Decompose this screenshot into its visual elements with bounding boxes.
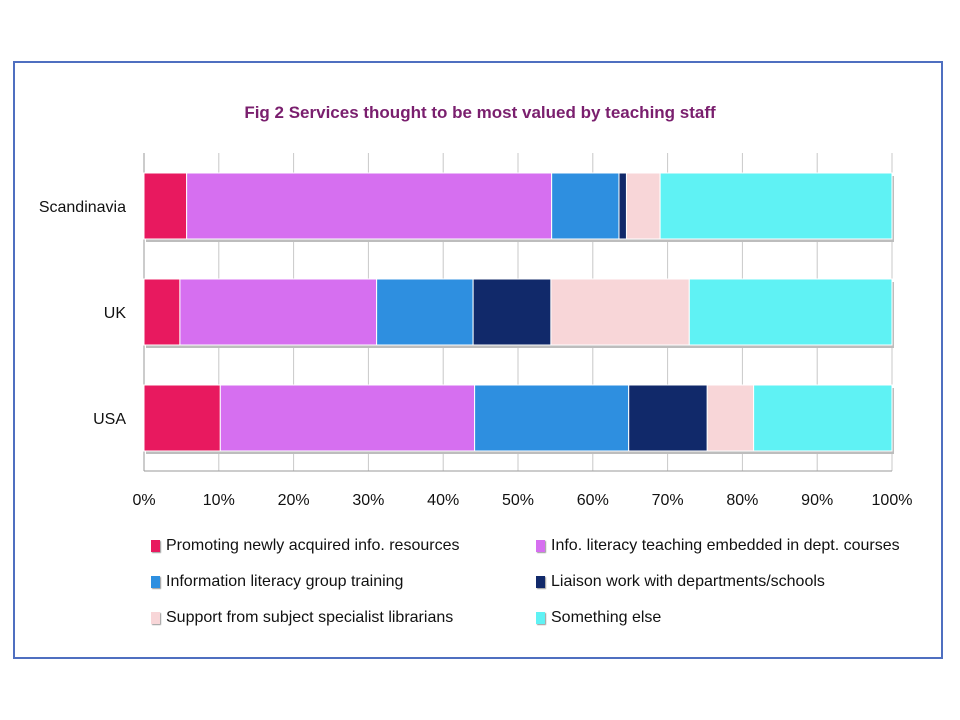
legend-item: Info. literacy teaching embedded in dept… [536,537,900,555]
legend-swatch [151,540,160,552]
bar-segment [474,384,630,452]
legend-label: Promoting newly acquired info. resources [166,537,460,554]
bar-segment [550,278,690,346]
bar-segment [219,384,476,452]
bar-segment [688,278,893,346]
bar-segment [472,278,552,346]
x-tick-label: 0% [132,492,155,509]
bar-segment [706,384,755,452]
bar-segment [551,172,620,240]
bar-segment [186,172,553,240]
category-label: Scandinavia [39,199,126,216]
legend-item: Support from subject specialist libraria… [151,609,453,627]
bar-segment [753,384,893,452]
legend-item: Liaison work with departments/schools [536,573,825,591]
legend-label: Something else [551,609,662,626]
chart-frame: Fig 2 Services thought to be most valued… [13,61,943,659]
bar-segment [625,172,661,240]
legend-label: Liaison work with departments/schools [551,573,825,590]
x-tick-label: 100% [872,492,913,509]
x-tick-label: 80% [726,492,758,509]
x-tick-label: 20% [278,492,310,509]
bar-segment [628,384,708,452]
legend-item: Something else [536,609,661,627]
bar-segment [618,172,627,240]
x-tick-label: 50% [502,492,534,509]
x-tick-label: 30% [352,492,384,509]
x-tick-label: 90% [801,492,833,509]
legend-swatch [536,576,545,588]
bar-chart: 0% 10% 20% 30% 40% 50% 60% 70% 80% 90% 100% Scandin… [39,153,913,509]
x-tick-label: 70% [652,492,684,509]
bar-segment [143,384,221,452]
legend-swatch [536,540,545,552]
category-label: USA [93,411,126,428]
bar-segment [143,172,188,240]
x-tick-label: 10% [203,492,235,509]
legend-item: Information literacy group training [151,573,403,591]
category-label: UK [104,305,127,322]
bar-segment [376,278,474,346]
bar-segment [659,172,893,240]
bar-segment [179,278,378,346]
x-tick-label: 40% [427,492,459,509]
legend-swatch [151,576,160,588]
legend-swatch [536,612,545,624]
x-tick-label: 60% [577,492,609,509]
legend-label: Support from subject specialist libraria… [166,609,454,626]
bar-segment [143,278,181,346]
chart-title: Fig 2 Services thought to be most valued… [244,103,716,122]
legend-label: Information literacy group training [166,573,404,590]
legend-label: Info. literacy teaching embedded in dept… [551,537,900,554]
legend-item: Promoting newly acquired info. resources [151,537,459,555]
legend-swatch [151,612,160,624]
